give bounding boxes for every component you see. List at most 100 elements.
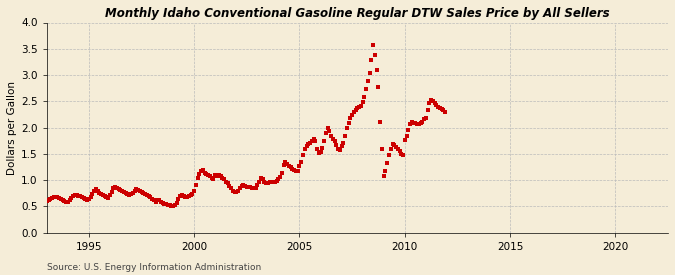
Point (436, 106, 447, 111)
Point (184, 194, 194, 199)
Point (336, 144, 347, 148)
Point (198, 168, 209, 172)
Point (266, 179, 277, 184)
Point (396, 152, 406, 156)
Point (148, 198, 159, 203)
Text: Source: U.S. Energy Information Administration: Source: U.S. Energy Information Administ… (47, 263, 261, 272)
Point (342, 126, 352, 130)
Point (261, 181, 271, 185)
Point (373, 84, 384, 89)
Point (345, 115, 356, 120)
Point (352, 106, 362, 110)
Point (319, 139, 329, 143)
Point (182, 195, 192, 200)
Point (128, 191, 138, 195)
Point (224, 184, 235, 188)
Point (263, 181, 273, 185)
Point (240, 184, 250, 188)
Point (424, 101, 435, 106)
Point (433, 104, 443, 109)
Point (385, 146, 396, 151)
Point (122, 192, 133, 196)
Point (366, 57, 377, 62)
Point (70, 192, 80, 197)
Point (398, 153, 408, 157)
Point (85, 195, 96, 200)
Point (426, 97, 437, 102)
Point (205, 174, 215, 178)
Point (68, 194, 78, 198)
Title: Monthly Idaho Conventional Gasoline Regular DTW Sales Price by All Sellers: Monthly Idaho Conventional Gasoline Regu… (105, 7, 610, 20)
Point (327, 136, 338, 141)
Point (275, 175, 286, 180)
Point (189, 189, 200, 193)
Point (231, 190, 242, 194)
Point (250, 186, 261, 190)
Point (106, 190, 117, 194)
Point (120, 191, 131, 195)
Point (280, 160, 291, 164)
Point (57, 198, 68, 202)
Point (325, 134, 336, 138)
Point (50, 195, 61, 199)
Point (87, 191, 98, 196)
Point (357, 100, 368, 104)
Point (159, 202, 169, 206)
Point (292, 169, 303, 173)
Point (161, 202, 171, 206)
Point (229, 190, 240, 194)
Point (154, 198, 165, 203)
Point (410, 121, 421, 125)
Point (257, 177, 268, 182)
Point (52, 195, 63, 200)
Point (45, 197, 55, 202)
Point (289, 168, 300, 172)
Point (202, 173, 213, 177)
Point (347, 113, 358, 117)
Point (324, 128, 335, 133)
Point (329, 139, 340, 143)
Point (290, 169, 301, 173)
Point (359, 94, 370, 99)
Point (192, 176, 203, 180)
Point (64, 198, 75, 203)
Point (427, 99, 438, 103)
Point (435, 105, 446, 110)
Point (440, 109, 451, 114)
Point (146, 197, 157, 202)
Point (225, 186, 236, 191)
Point (252, 183, 263, 187)
Point (222, 181, 233, 185)
Point (299, 147, 310, 151)
Point (286, 165, 296, 170)
Point (124, 193, 134, 197)
Point (219, 177, 230, 182)
Point (403, 127, 414, 132)
Point (382, 161, 393, 165)
Point (62, 199, 73, 204)
Point (245, 185, 256, 189)
Point (78, 196, 89, 200)
Point (215, 174, 226, 178)
Point (383, 153, 394, 157)
Point (254, 179, 265, 184)
Point (115, 188, 126, 192)
Point (227, 189, 238, 193)
Point (268, 179, 279, 184)
Point (196, 169, 207, 173)
Point (175, 194, 186, 199)
Point (371, 68, 382, 72)
Point (113, 187, 124, 191)
Point (340, 134, 350, 138)
Point (334, 148, 345, 152)
Point (164, 203, 175, 207)
Point (169, 202, 180, 207)
Point (119, 190, 130, 194)
Point (61, 199, 72, 204)
Point (201, 172, 212, 177)
Point (143, 194, 154, 198)
Point (243, 185, 254, 189)
Point (117, 189, 128, 193)
Point (75, 194, 86, 199)
Point (110, 185, 121, 189)
